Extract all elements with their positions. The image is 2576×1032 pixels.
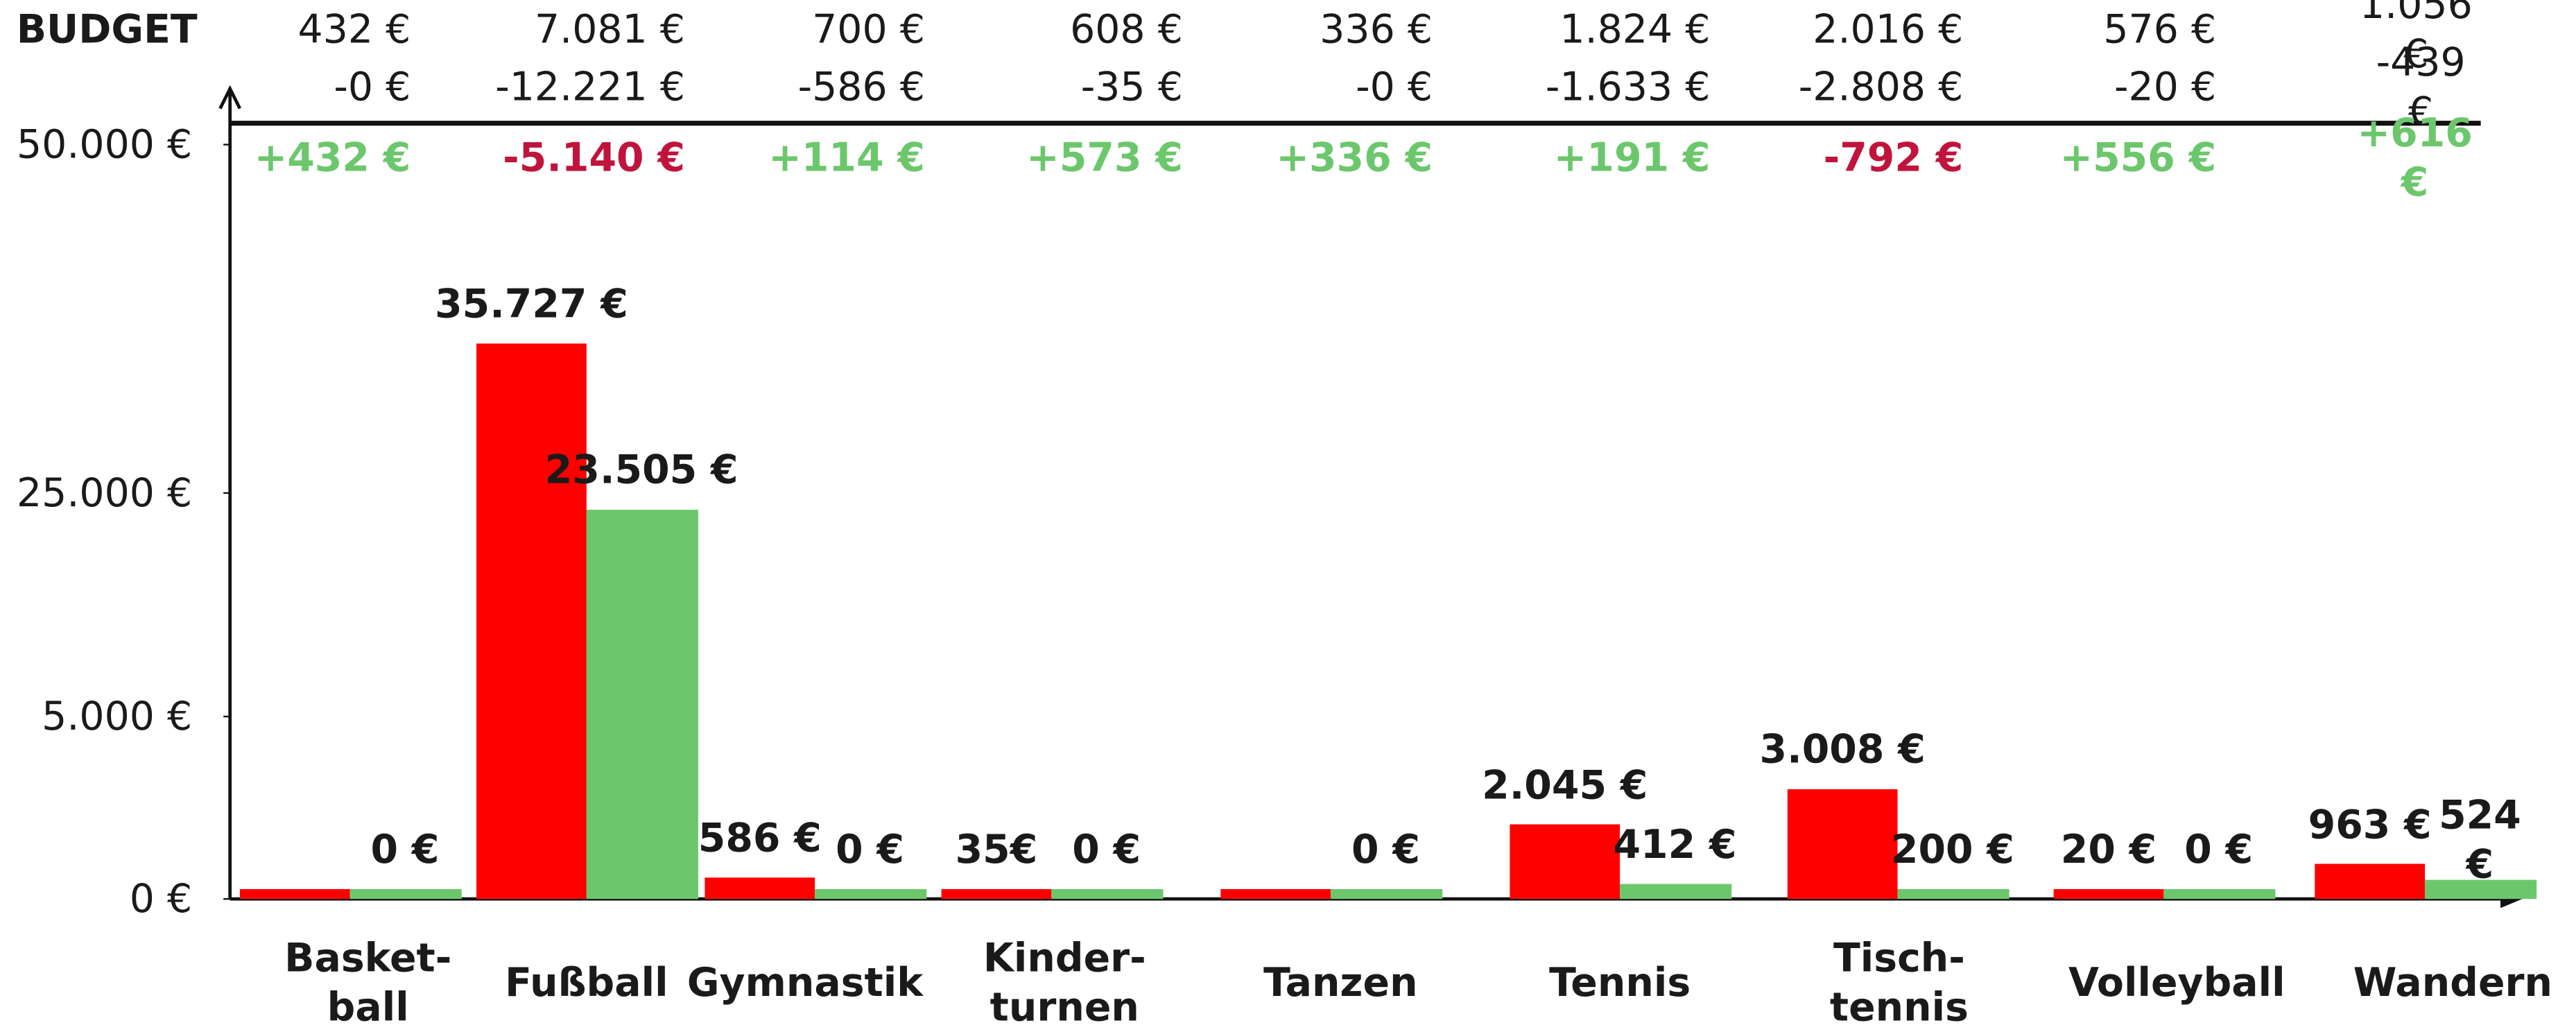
bar: [2053, 888, 2164, 900]
budget-title: BUDGET: [16, 6, 198, 53]
spent-value: -20 €: [2114, 64, 2217, 110]
bar-value-label: 0 €: [2184, 826, 2254, 873]
y-axis-arrow: [218, 85, 242, 110]
bar: [1620, 884, 1732, 900]
bar: [586, 509, 698, 900]
y-tick-label: 25.000 €: [16, 470, 193, 517]
bar: [1510, 824, 1620, 900]
bar-value-label: 963 €: [2308, 801, 2432, 848]
y-tick-label: 0 €: [129, 875, 193, 922]
spent-value: -586 €: [797, 64, 925, 110]
bar-value-label: 0 €: [370, 826, 440, 873]
bar: [815, 888, 927, 900]
bar: [349, 888, 462, 900]
y-tick-label: 5.000 €: [42, 693, 193, 740]
bar: [1220, 888, 1331, 900]
bar: [476, 343, 587, 900]
bar: [1051, 888, 1164, 900]
balance-value: -5.140 €: [503, 135, 685, 181]
bar: [2315, 863, 2426, 900]
balance-value: -792 €: [1823, 135, 1964, 181]
budget-value: 576 €: [2103, 6, 2217, 53]
x-tick-label: Tisch- tennis: [1829, 935, 1969, 1031]
balance-value: +432 €: [254, 135, 411, 181]
bar: [1897, 888, 2009, 900]
bar: [941, 888, 1052, 900]
bar-value-label: 200 €: [1890, 826, 2014, 873]
spent-value: -2.808 €: [1798, 64, 1964, 110]
bar-value-label: 20 €: [2060, 826, 2157, 873]
budget-value: 7.081 €: [534, 6, 685, 53]
balance-value: +556 €: [2059, 135, 2217, 181]
budget-value: 1.056 €: [2359, 0, 2473, 78]
balance-value: +336 €: [1276, 135, 1433, 181]
bar-value-label: 2.045 €: [1482, 762, 1648, 808]
spent-value: -439 €: [2376, 39, 2466, 135]
x-tick-label: Volleyball: [2068, 959, 2285, 1006]
bar: [704, 877, 815, 900]
balance-value: +191 €: [1553, 135, 1711, 181]
bar: [2163, 888, 2276, 900]
bar: [1331, 888, 1443, 900]
bar: [1787, 789, 1898, 900]
budget-value: 2.016 €: [1813, 6, 1964, 53]
budget-value: 432 €: [297, 6, 411, 53]
budget-value: 608 €: [1070, 6, 1183, 53]
bar: [239, 888, 350, 900]
x-tick-label: Wandern: [2353, 959, 2553, 1006]
x-tick-label: Gymnastik: [686, 959, 924, 1006]
budget-value: 700 €: [812, 6, 925, 53]
bar-value-label: 0 €: [1351, 826, 1420, 873]
x-tick-label: Fußball: [505, 959, 668, 1006]
bar-value-label: 586 €: [698, 815, 822, 861]
bar-value-label: 0 €: [1072, 826, 1141, 873]
x-tick-label: Kinder- turnen: [983, 935, 1146, 1031]
balance-value: +573 €: [1026, 135, 1183, 181]
bar: [2425, 879, 2537, 900]
budget-value: 336 €: [1320, 6, 1433, 53]
bar-value-label: 412 €: [1613, 821, 1737, 868]
x-tick-label: Tanzen: [1263, 959, 1418, 1006]
bar-value-label: 524 €: [2439, 792, 2521, 888]
bar-value-label: 35.727 €: [435, 281, 628, 327]
spent-value: -12.221 €: [495, 64, 685, 110]
bar-value-label: 0 €: [836, 826, 905, 873]
spent-value: -35 €: [1080, 64, 1183, 110]
bar-value-label: 3.008 €: [1759, 726, 1926, 773]
y-tick-label: 50.000 €: [16, 121, 193, 168]
spent-value: -0 €: [1356, 64, 1433, 110]
spent-value: -0 €: [334, 64, 411, 110]
balance-value: +114 €: [768, 135, 925, 181]
x-tick-label: Tennis: [1549, 959, 1691, 1006]
budget-value: 1.824 €: [1559, 6, 1711, 53]
bar-value-label: 23.505 €: [544, 447, 738, 494]
balance-value: +616 €: [2357, 110, 2473, 206]
bar-value-label: 35€: [955, 826, 1038, 873]
x-tick-label: Basket- ball: [284, 935, 452, 1031]
spent-value: -1.633 €: [1545, 64, 1711, 110]
